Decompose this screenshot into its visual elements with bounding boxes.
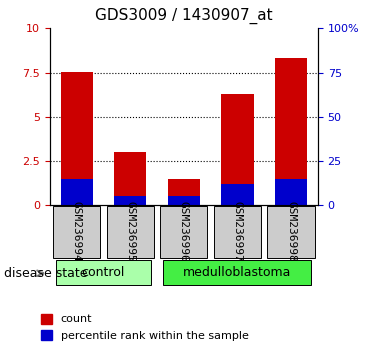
Text: GSM236995: GSM236995 [125,201,135,262]
Legend: count, percentile rank within the sample: count, percentile rank within the sample [36,309,253,345]
Bar [221,184,254,205]
Bar [61,72,93,205]
Bar [221,94,254,205]
Bar [61,179,93,205]
Title: GDS3009 / 1430907_at: GDS3009 / 1430907_at [95,8,273,24]
FancyBboxPatch shape [106,206,154,258]
Text: disease state: disease state [4,267,87,280]
FancyBboxPatch shape [53,206,100,258]
FancyBboxPatch shape [267,206,315,258]
Bar [114,196,146,205]
Bar [275,179,307,205]
FancyBboxPatch shape [160,206,208,258]
Bar [168,196,200,205]
Text: GSM236994: GSM236994 [72,201,82,262]
Bar [114,152,146,205]
Text: medulloblastoma: medulloblastoma [183,266,291,279]
Text: GSM236997: GSM236997 [232,201,242,262]
FancyBboxPatch shape [214,206,261,258]
Text: GSM236998: GSM236998 [286,201,296,262]
Bar [275,58,307,205]
Text: GSM236996: GSM236996 [179,201,189,262]
FancyBboxPatch shape [164,260,311,285]
Bar [168,179,200,205]
Text: control: control [82,266,125,279]
FancyBboxPatch shape [56,260,151,285]
